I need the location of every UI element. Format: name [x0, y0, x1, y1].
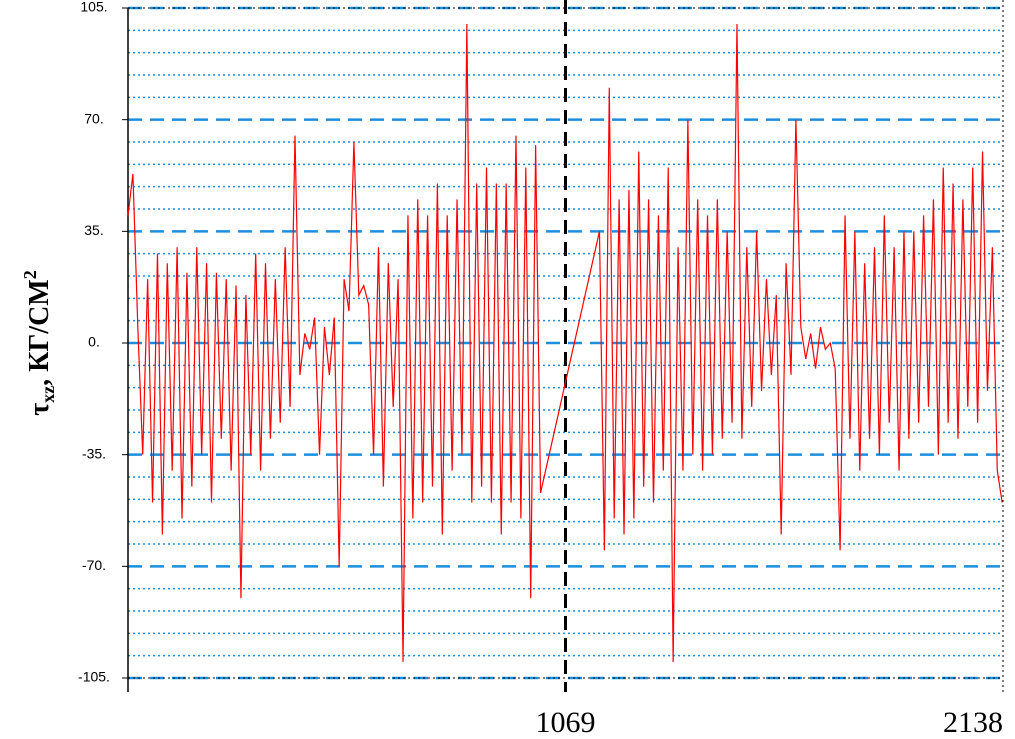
y-tick-label: 35.: [84, 222, 103, 238]
y-tick-label: 105.: [80, 0, 107, 15]
y-label-sub: xz: [38, 386, 58, 403]
data-line: [127, 23, 1003, 663]
x-tick-label: 2138: [943, 706, 1003, 739]
y-tick-label: -105.: [78, 669, 110, 685]
y-tick-label: 0.: [88, 334, 100, 350]
x-tick-label: 1069: [536, 706, 596, 739]
y-label-sup: 2: [20, 270, 40, 279]
y-label-unit: , КГ/СМ: [24, 279, 55, 386]
y-tick-label: -35.: [82, 445, 106, 461]
y-tick-label: 70.: [84, 110, 103, 126]
y-axis-label: τxz, КГ/СМ2: [20, 270, 58, 415]
y-tick-label: -70.: [82, 557, 106, 573]
y-label-symbol: τ: [24, 403, 55, 416]
